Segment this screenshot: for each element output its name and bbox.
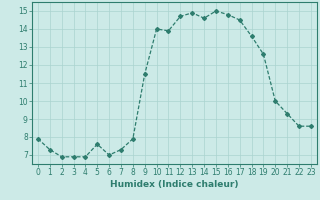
X-axis label: Humidex (Indice chaleur): Humidex (Indice chaleur) xyxy=(110,180,239,189)
